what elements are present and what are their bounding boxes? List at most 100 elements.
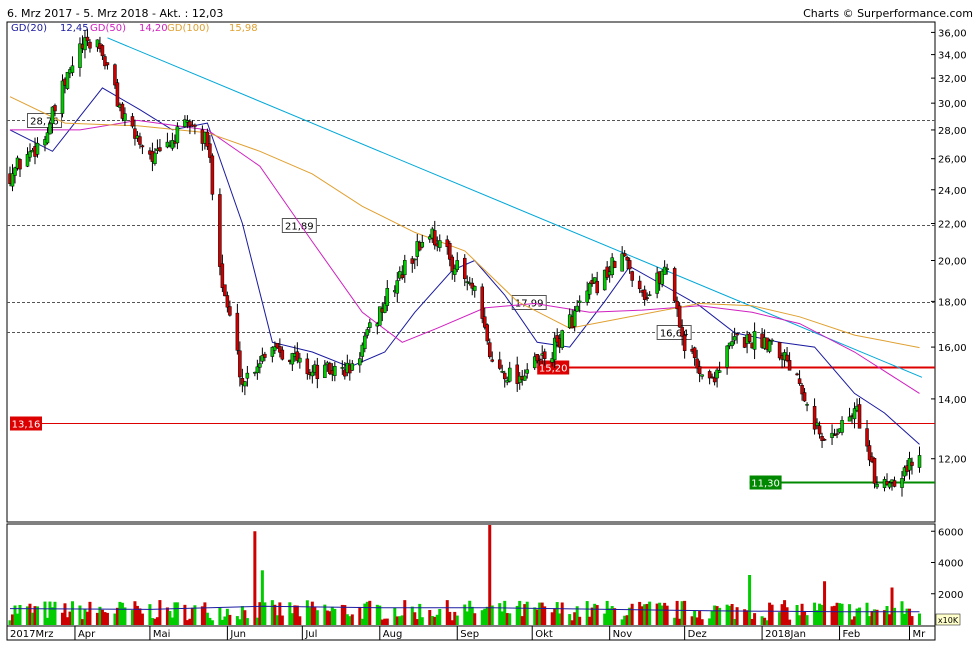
candle-body xyxy=(343,369,347,377)
volume-bar xyxy=(63,603,67,625)
candle-body xyxy=(193,124,197,127)
volume-bar xyxy=(315,610,319,625)
candle-body xyxy=(857,404,862,429)
volume-bar xyxy=(220,619,224,625)
volume-bar xyxy=(193,605,197,625)
candle-body xyxy=(100,45,105,57)
volume-bar xyxy=(148,604,152,625)
volume-bar xyxy=(665,605,669,625)
candle-body xyxy=(228,306,232,316)
volume-bar xyxy=(675,600,679,625)
candle-body xyxy=(770,339,774,342)
candle-body xyxy=(700,374,704,377)
volume-bar xyxy=(515,605,519,625)
candle-body xyxy=(360,344,365,357)
candle-body xyxy=(10,173,15,187)
y-tick-label: 14,00 xyxy=(938,395,967,406)
volume-bar xyxy=(448,611,452,625)
volume-bar xyxy=(113,613,117,625)
candle-body xyxy=(642,289,647,300)
volume-bar xyxy=(820,604,824,625)
candle-body xyxy=(433,230,437,246)
volume-bar xyxy=(503,600,507,625)
candle-body xyxy=(795,373,799,376)
candle-body xyxy=(752,331,757,350)
candle-body xyxy=(637,280,642,290)
candle-body xyxy=(537,358,542,361)
volume-bar xyxy=(85,611,89,625)
candle-body xyxy=(270,347,275,357)
candle-body xyxy=(910,461,914,466)
level-flag-label: 13,16 xyxy=(12,420,41,431)
volume-bar xyxy=(418,603,422,625)
candle-body xyxy=(522,375,527,381)
volume-bar xyxy=(553,608,557,625)
volume-bar xyxy=(853,616,857,625)
volume-bar xyxy=(378,605,382,625)
volume-bar xyxy=(48,601,52,625)
volume-bar xyxy=(543,606,547,625)
volume-bar xyxy=(628,607,632,625)
candle-body xyxy=(587,283,592,295)
volume-bar xyxy=(918,613,922,625)
candle-body xyxy=(647,294,652,296)
candle-body xyxy=(472,286,477,291)
volume-bar xyxy=(393,608,397,625)
volume-bar xyxy=(395,616,399,625)
legend-gd50-label: GD(50) xyxy=(90,23,126,34)
volume-bar xyxy=(385,618,389,625)
volume-bar xyxy=(558,613,562,625)
candle-body xyxy=(420,241,425,248)
volume-bar xyxy=(310,601,314,625)
volume-bar xyxy=(883,610,887,625)
volume-bar xyxy=(88,601,92,625)
volume-bar xyxy=(533,607,537,625)
candle-body xyxy=(123,113,127,122)
candle-body xyxy=(620,253,624,272)
volume-bar xyxy=(375,604,379,625)
volume-bar xyxy=(363,603,367,625)
candle-body xyxy=(470,282,474,289)
candle-body xyxy=(238,350,242,378)
volume-bar xyxy=(488,525,492,625)
candle-body xyxy=(413,258,417,261)
volume-bar xyxy=(750,618,754,625)
volume-bar xyxy=(715,606,719,625)
volume-bar xyxy=(873,609,877,625)
candle-body xyxy=(572,310,577,327)
level-label-box xyxy=(511,295,547,310)
candle-body xyxy=(802,392,807,402)
volume-bar xyxy=(298,616,302,625)
candle-body xyxy=(50,106,55,124)
volume-bar xyxy=(540,602,544,625)
candle-body xyxy=(502,372,507,380)
y-tick-label: 36,00 xyxy=(938,28,967,39)
candle-body xyxy=(482,316,487,328)
volume-bar xyxy=(890,587,894,625)
candle-body xyxy=(83,37,87,51)
volume-bar xyxy=(888,614,892,625)
x-tick-label: Mr xyxy=(913,629,927,640)
candle-body xyxy=(333,366,337,376)
volume-bar xyxy=(95,612,99,625)
candle-body xyxy=(175,126,180,144)
x-tick-label: Okt xyxy=(535,629,553,640)
volume-bar xyxy=(760,616,764,625)
volume-bar xyxy=(673,617,677,625)
candle-body xyxy=(298,357,302,363)
volume-bar xyxy=(753,613,757,625)
moving-average-gd100 xyxy=(9,96,920,349)
volume-bar xyxy=(235,616,239,625)
volume-bar xyxy=(275,615,279,625)
candle-body xyxy=(507,367,512,382)
volume-bar xyxy=(305,600,309,625)
candle-body xyxy=(662,266,667,275)
volume-average-line xyxy=(9,605,920,613)
volume-bar xyxy=(50,607,54,625)
candle-body xyxy=(767,340,772,352)
y-tick-label: 16,00 xyxy=(938,343,967,354)
candle-body xyxy=(785,354,789,362)
volume-bar xyxy=(693,610,697,625)
volume-bar xyxy=(450,620,454,625)
